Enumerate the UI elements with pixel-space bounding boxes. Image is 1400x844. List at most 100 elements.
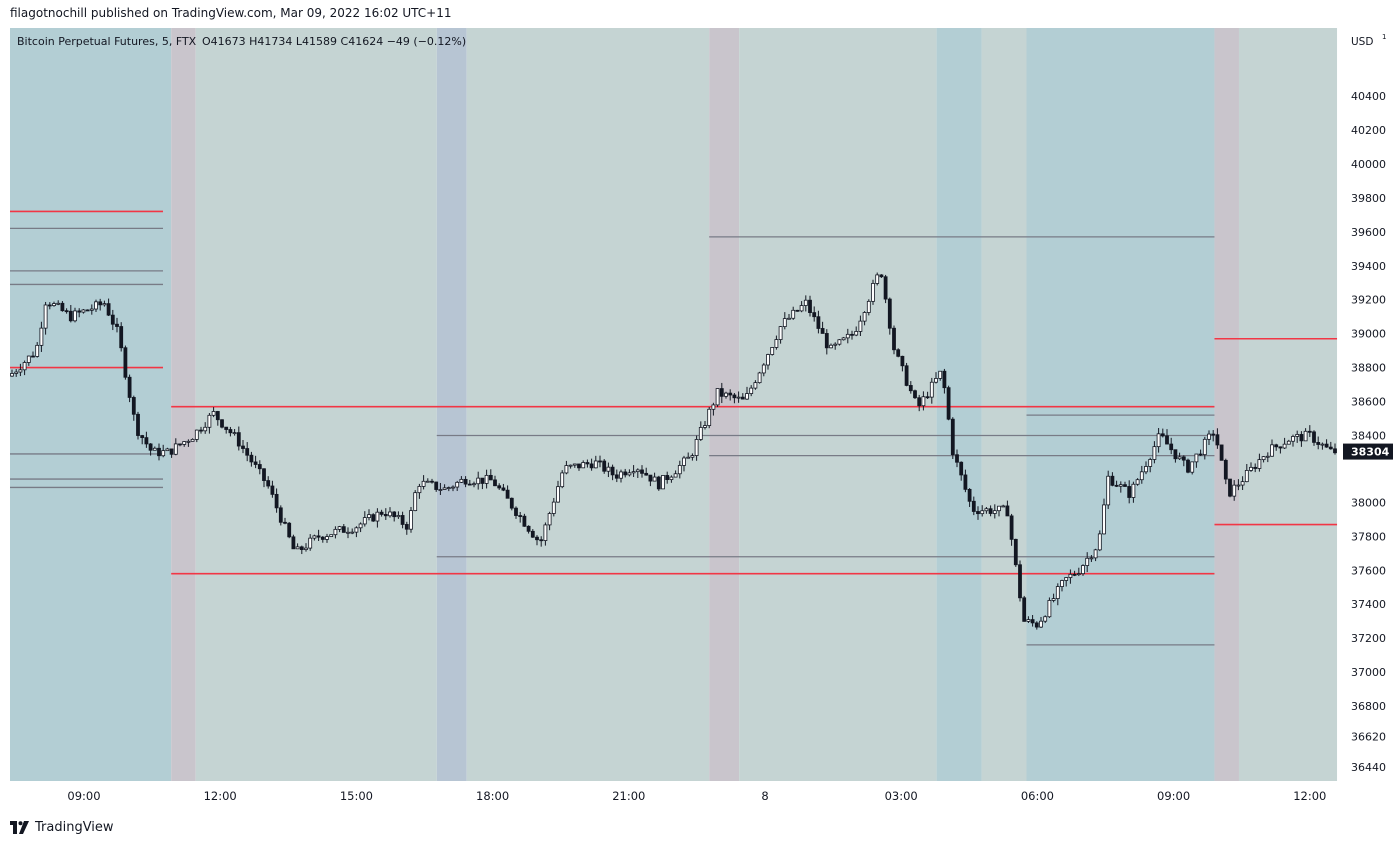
candle-body [707, 408, 712, 426]
candle-body [1081, 565, 1085, 575]
candle-body [98, 301, 103, 306]
candle-body [934, 378, 938, 383]
candle-body [224, 426, 229, 430]
candle-body [728, 392, 733, 396]
candle-body [119, 326, 124, 349]
candle-body [514, 507, 518, 516]
candle-body [493, 479, 497, 487]
price-axis[interactable]: 40400 40200 40000 39800 39600 39400 39200 39000… [1343, 90, 1393, 774]
candle-body [980, 510, 985, 515]
candle-body [236, 432, 241, 447]
tradingview-logo-icon [10, 820, 29, 834]
session-band-blue [936, 28, 982, 781]
candle-body [623, 471, 628, 476]
candle-body [732, 394, 737, 399]
candle-body [1144, 466, 1148, 473]
candle-body [648, 474, 653, 482]
time-tick-label: 8 [761, 789, 768, 803]
candle-body [950, 418, 955, 456]
candle-body [1148, 459, 1153, 467]
candle-body [656, 476, 661, 490]
chart-frame[interactable]: 40400 40200 40000 39800 39600 39400 39200 39000… [10, 28, 1395, 810]
candle-body [682, 457, 686, 466]
legend-ohlc: O41673 H41734 L41589 C41624 −49 (−0.12%) [202, 35, 466, 48]
candle-body [1249, 466, 1253, 471]
candle-body [1278, 446, 1283, 449]
candle-body [1190, 461, 1195, 473]
candle-body [1076, 573, 1081, 576]
candle-body [1232, 484, 1237, 497]
time-tick-label: 09:00 [67, 789, 100, 803]
candle-body [1328, 446, 1333, 450]
candle-body [472, 483, 476, 486]
candle-body [497, 485, 502, 489]
candle-body [795, 309, 800, 312]
candle-body [341, 526, 346, 533]
session-band-grey [195, 28, 437, 781]
candle-body [736, 396, 741, 399]
chart-canvas[interactable]: 40400 40200 40000 39800 39600 39400 39200 39000… [10, 28, 1395, 810]
candle-body [505, 489, 510, 499]
last-price-badge [1343, 443, 1393, 460]
candle-body [316, 535, 321, 538]
candle-body [593, 460, 598, 469]
candle-body [1160, 433, 1165, 437]
candle-body [640, 469, 644, 474]
candle-body [610, 466, 615, 476]
candle-body [904, 365, 909, 386]
candle-body [829, 344, 833, 349]
session-band-blue [1026, 28, 1215, 781]
candle-body [526, 525, 531, 532]
candle-body [925, 396, 930, 399]
candle-body [152, 447, 157, 451]
candle-body [1274, 444, 1279, 448]
candle-body [1034, 622, 1039, 628]
candle-body [879, 274, 884, 278]
candle-body [782, 318, 787, 328]
candle-body [476, 477, 481, 485]
time-axis[interactable]: 09:00 12:00 15:00 18:00 21:00 8 03:00 06:00 09:0… [67, 789, 1326, 803]
price-tick-label: 39400 [1351, 260, 1386, 273]
candle-body [157, 447, 161, 457]
price-tick-label: 37000 [1351, 666, 1386, 679]
candle-body [409, 510, 413, 530]
candle-body [929, 381, 934, 398]
candle-body [900, 355, 905, 367]
candle-body [413, 492, 418, 512]
candle-body [211, 411, 216, 416]
candle-body [1013, 538, 1018, 566]
candle-body [766, 354, 770, 366]
candle-body [480, 477, 485, 484]
candle-body [1030, 619, 1035, 624]
candle-body [627, 472, 632, 476]
candle-body [858, 320, 863, 332]
candle-body [1291, 436, 1295, 442]
candle-body [1228, 478, 1232, 497]
footer-brand[interactable]: TradingView [10, 818, 114, 836]
candle-body [745, 393, 749, 400]
session-band-grey [981, 28, 1027, 781]
candle-body [1265, 455, 1270, 458]
candle-body [52, 303, 56, 306]
candle-body [921, 396, 926, 407]
candle-body [199, 429, 203, 432]
candle-body [10, 373, 14, 377]
candle-body [22, 362, 27, 371]
time-tick-label: 06:00 [1021, 789, 1054, 803]
candle-body [228, 429, 233, 434]
candle-body [1299, 434, 1304, 442]
candle-body [908, 385, 913, 392]
currency-superscript: 1 [1382, 33, 1386, 41]
candle-body [169, 448, 174, 455]
candle-body [866, 300, 871, 313]
candle-body [1139, 471, 1144, 481]
price-tick-label: 38400 [1351, 430, 1386, 443]
candle-body [1060, 580, 1064, 587]
candle-body [379, 511, 384, 515]
candle-body [665, 475, 670, 481]
candle-body [438, 489, 443, 491]
candle-body [631, 471, 636, 474]
candle-body [60, 302, 65, 312]
candle-body [371, 514, 376, 522]
candle-body [291, 536, 296, 550]
